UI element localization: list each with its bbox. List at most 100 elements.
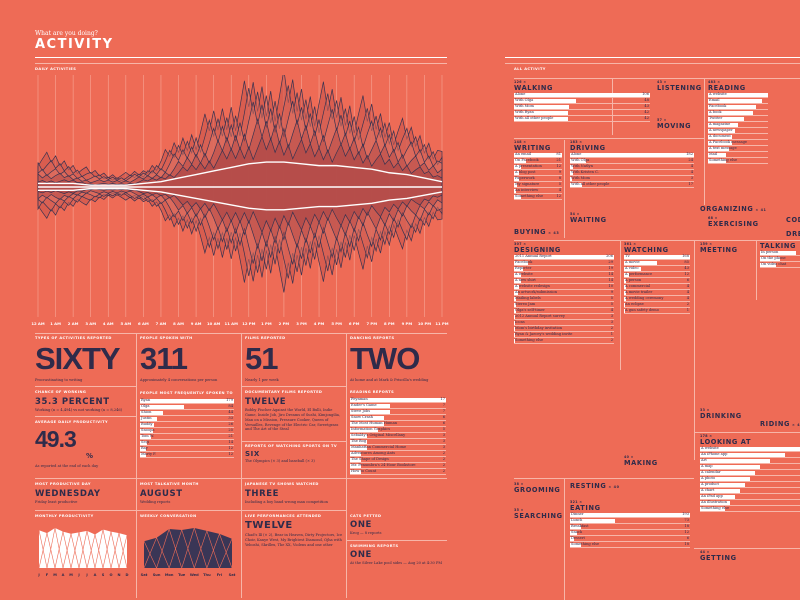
sports-note: The Olympics (× 3) and baseball (× 3) xyxy=(245,459,315,463)
row-value: 14 xyxy=(608,278,613,283)
bar-fill xyxy=(624,290,626,295)
bar-fill xyxy=(514,308,516,313)
bar-fill xyxy=(350,433,367,438)
row-label: Facebook xyxy=(709,104,727,109)
x-tick-label: 6 AM xyxy=(138,321,149,326)
list-item: Olga's self-timer 4 xyxy=(514,308,614,314)
row-label: With Natlyn xyxy=(571,164,593,169)
list-item: In person xyxy=(760,250,800,256)
films-value: 51 xyxy=(245,341,278,376)
row-value: 21 xyxy=(556,158,561,163)
row-label: An iPad app xyxy=(701,494,723,499)
activity-count: 68 × xyxy=(708,216,718,220)
list-item: A performance 12 xyxy=(624,272,690,278)
row-value: 84 xyxy=(228,404,233,409)
row-label: Snow Crash xyxy=(351,415,373,420)
header-question: What are you doing? xyxy=(35,30,98,37)
bar-fill xyxy=(624,260,658,265)
data-point xyxy=(62,531,64,533)
hatch-line xyxy=(86,530,96,569)
japan-value: THREE xyxy=(245,489,280,499)
reading-reports-list: Feynman 17 Ender's Game 7 Steve Jobs 7 Snow Cr… xyxy=(350,397,446,477)
list-item: Olga 84 xyxy=(140,404,234,410)
row-label: With Ryan xyxy=(515,110,534,115)
x-tick-label: 8 AM xyxy=(173,321,184,326)
activity-title: DRIVING xyxy=(570,144,606,152)
hatch-line xyxy=(94,534,104,569)
list-item: Ender's Game 7 xyxy=(350,403,446,409)
x-tick-label: Thu xyxy=(203,573,211,577)
activity-designing: 307 × DESIGNING 2011 Annual Report 206 Faceb… xyxy=(514,242,614,344)
page-title: ACTIVITY xyxy=(35,37,114,52)
bar-fill xyxy=(350,457,362,462)
list-item: TV 168 xyxy=(624,254,690,260)
list-item: An artwork/submission 9 xyxy=(514,290,614,296)
types-label: TYPES OF ACTIVITIES REPORTED xyxy=(35,336,112,340)
list-item: An iPhone app xyxy=(700,452,800,458)
bar-fill xyxy=(140,452,147,457)
activity-count: 159 × xyxy=(700,242,713,246)
list-item: A website redesign 10 xyxy=(514,284,614,290)
x-tick-label: M xyxy=(69,573,73,577)
hatch-line xyxy=(62,533,72,569)
row-value: 19 xyxy=(608,266,613,271)
activity-resting: RESTING × 40 xyxy=(570,482,630,490)
row-label: Alone xyxy=(515,92,526,97)
activity-talking: TALKING In person On the phone On video cha… xyxy=(760,242,800,268)
row-label: A wedding ceremony xyxy=(625,296,664,301)
row-label: A performance xyxy=(625,272,653,277)
list-item: A new shirt 14 xyxy=(514,278,614,284)
row-value: 3 xyxy=(442,433,445,438)
row-value: 6 xyxy=(686,278,689,283)
row-label: Twitter xyxy=(709,116,723,121)
activity-count: × 40 xyxy=(608,485,620,489)
activity-count: 57 × xyxy=(657,118,667,122)
monthly-label: MONTHLY PRODUCTIVITY xyxy=(35,514,94,518)
row-label: Justin xyxy=(141,416,152,421)
activity-title: RESTING × 40 xyxy=(570,482,620,490)
row-value: 8 xyxy=(558,176,561,181)
row-label: How to Count xyxy=(351,469,377,474)
bar-fill xyxy=(570,518,616,523)
row-value: 10 xyxy=(608,284,613,289)
row-label: A newspaper xyxy=(709,128,733,133)
bar-fill xyxy=(514,326,515,331)
hatch-line xyxy=(118,535,128,569)
sports-value: SIX xyxy=(245,450,260,458)
list-item: An illustration xyxy=(700,500,800,506)
row-value: 85 xyxy=(684,260,689,265)
bar-fill xyxy=(570,542,582,547)
activity-title: DRE xyxy=(786,230,800,238)
stream-highlight-line xyxy=(38,187,443,211)
bar-fill xyxy=(514,188,517,193)
row-label: Seiji xyxy=(141,440,150,445)
data-point xyxy=(38,529,40,531)
bar-fill xyxy=(514,260,529,265)
x-tick-label: 6 PM xyxy=(349,321,360,326)
list-item: A book xyxy=(708,110,768,116)
row-value: 2 xyxy=(686,302,689,307)
row-label: A new shirt xyxy=(515,278,536,283)
activity-riding: RIDING× 40 xyxy=(760,420,800,428)
list-item: An email 81 xyxy=(514,152,562,158)
row-label: A product xyxy=(701,482,719,487)
bar-fill xyxy=(514,290,519,295)
x-tick-label: Sat xyxy=(229,573,236,577)
bar-fill xyxy=(700,464,760,469)
bar-fill xyxy=(514,110,568,115)
x-tick-label: M xyxy=(53,573,57,577)
list-item: Reporter 19 xyxy=(514,266,614,272)
list-item: The Shape of Design 2 xyxy=(350,457,446,463)
hatch-line xyxy=(156,537,170,569)
row-label: A calendar xyxy=(701,470,721,475)
x-tick-label: 12 PM xyxy=(242,321,255,326)
bar-fill xyxy=(570,170,573,175)
row-label: Bay xyxy=(141,446,148,451)
daily-activity-chart: 12 AM 1 AM 2 AM 3 AM 4 AM 5 AM 6 AM 7 AM 8 AM 9 A… xyxy=(31,75,449,326)
activity-count: 38 × xyxy=(514,482,524,486)
bar-fill xyxy=(570,182,582,187)
bar-fill xyxy=(708,110,753,115)
list-item: Dinner 193 xyxy=(570,512,690,518)
list-item: With Olga 24 xyxy=(570,158,694,164)
row-value: 25 xyxy=(228,428,233,433)
